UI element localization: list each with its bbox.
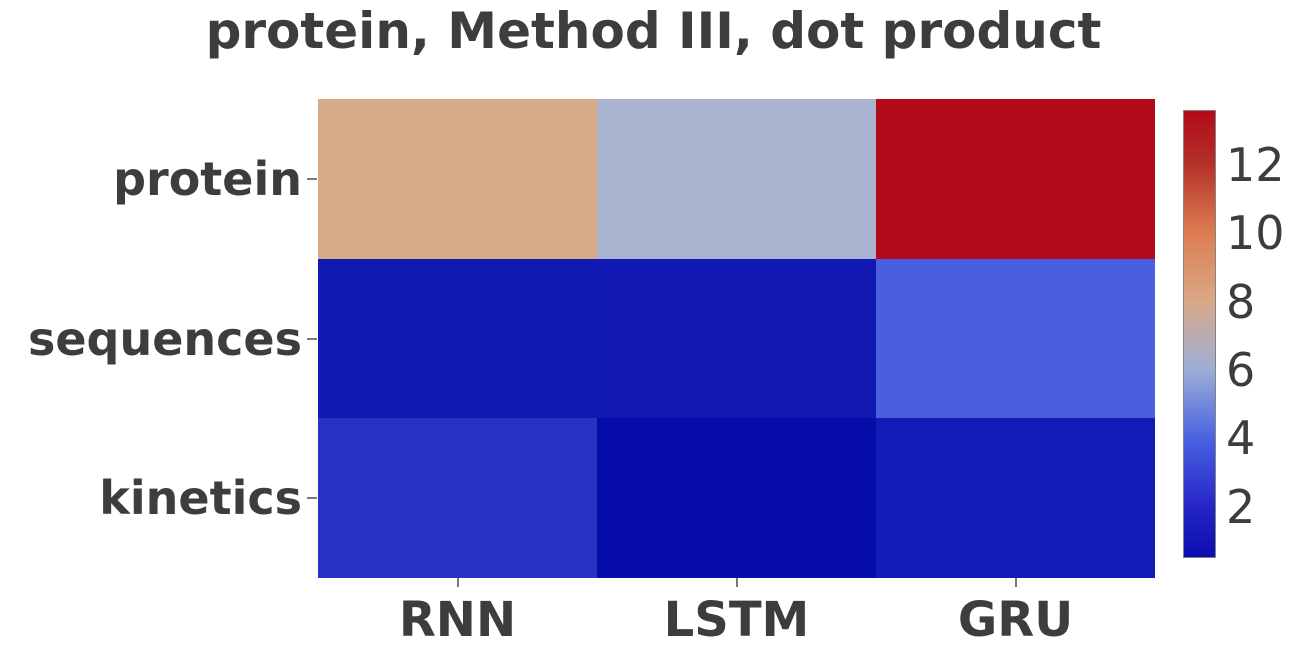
col-label-GRU: GRU <box>957 592 1074 648</box>
row-label-sequences: sequences <box>27 311 302 366</box>
y-tick <box>307 177 317 180</box>
heatmap-cell-protein-LSTM <box>597 99 876 259</box>
colorbar <box>1183 110 1216 558</box>
colorbar-tick-label-12: 12 <box>1226 137 1285 192</box>
y-tick <box>307 337 317 340</box>
colorbar-tick-label-8: 8 <box>1226 274 1256 329</box>
heatmap-cell-protein-RNN <box>318 99 597 259</box>
x-tick <box>735 578 738 587</box>
colorbar-tick-label-6: 6 <box>1226 342 1256 397</box>
heatmap-cell-protein-GRU <box>876 99 1155 259</box>
row-label-kinetics: kinetics <box>99 471 302 526</box>
heatmap-cell-kinetics-LSTM <box>597 418 876 578</box>
heatmap-cell-sequences-GRU <box>876 258 1155 419</box>
chart-title: protein, Method III, dot product <box>205 2 1102 60</box>
y-tick <box>307 497 317 500</box>
heatmap-cell-sequences-LSTM <box>597 258 876 419</box>
x-tick <box>1014 578 1017 587</box>
heatmap-cell-sequences-RNN <box>318 258 597 419</box>
colorbar-tick-label-2: 2 <box>1226 479 1256 534</box>
row-label-protein: protein <box>113 151 302 206</box>
x-tick <box>456 578 459 587</box>
heatmap-grid <box>318 99 1155 578</box>
heatmap-cell-kinetics-GRU <box>876 418 1155 578</box>
heatmap-cell-kinetics-RNN <box>318 418 597 578</box>
col-label-LSTM: LSTM <box>663 592 810 648</box>
colorbar-tick-label-10: 10 <box>1226 206 1285 261</box>
colorbar-tick-label-4: 4 <box>1226 411 1256 466</box>
col-label-RNN: RNN <box>398 592 517 648</box>
